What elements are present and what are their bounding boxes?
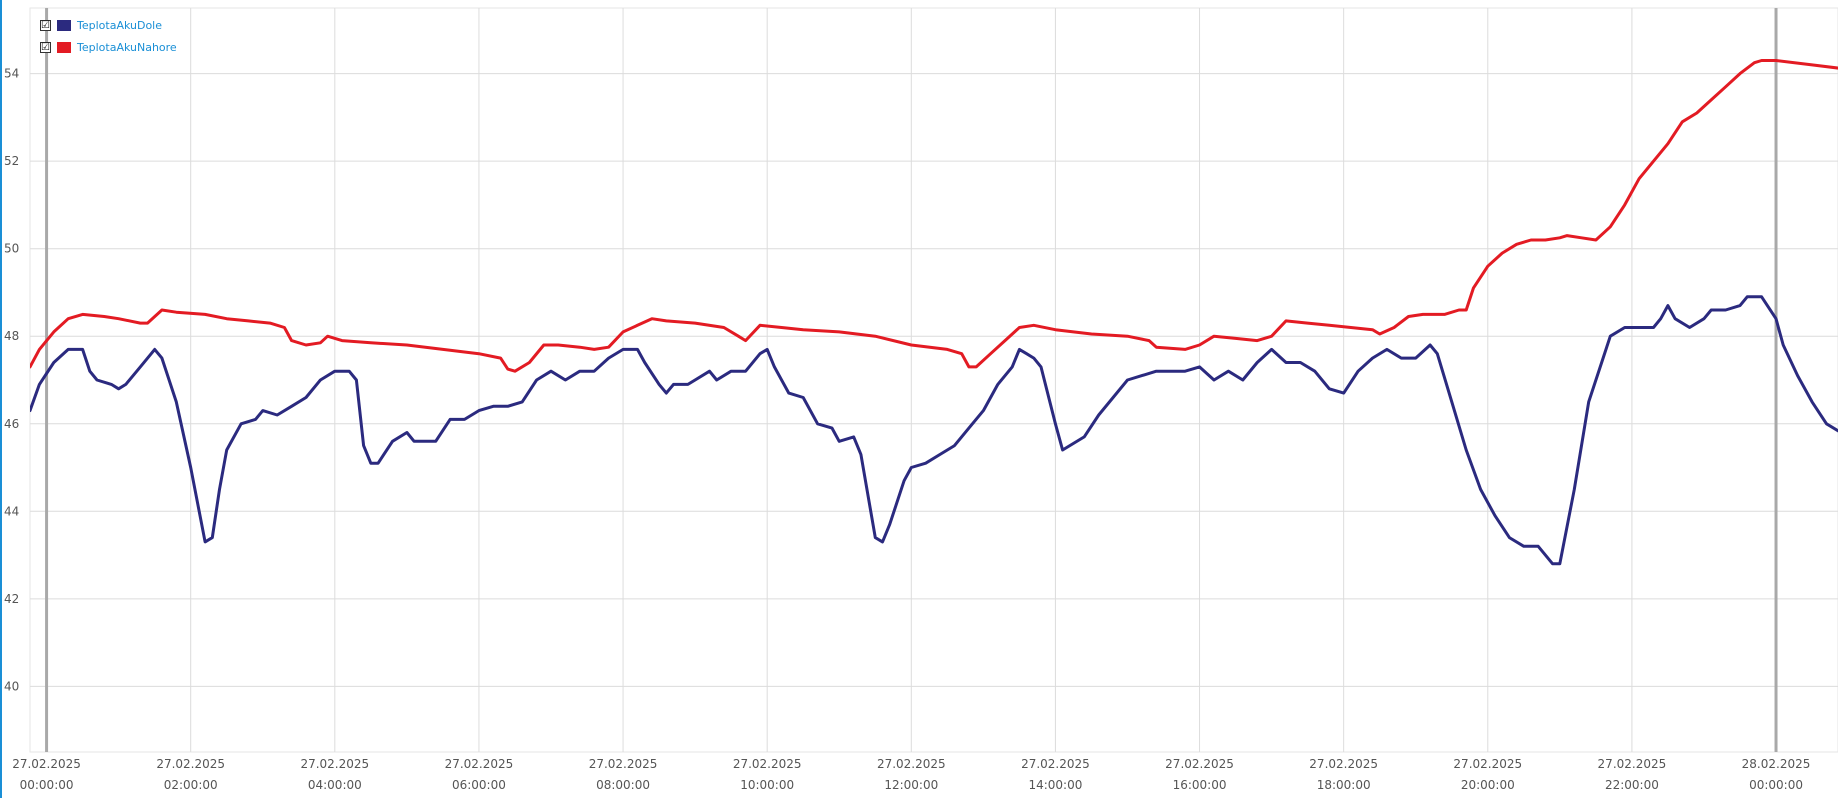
- y-tick-label: 50: [4, 242, 19, 256]
- x-tick-time: 04:00:00: [308, 778, 362, 792]
- series-line-teplotaakunahore: [30, 59, 1838, 373]
- x-tick-date: 27.02.2025: [1598, 757, 1667, 771]
- y-axis: 40 42 44 46 48 50 52 54: [4, 67, 19, 694]
- y-tick-label: 44: [4, 504, 19, 518]
- x-tick-label: 27.02.2025 16:00:00: [1165, 757, 1234, 792]
- x-tick-date: 27.02.2025: [1021, 757, 1090, 771]
- x-tick-label: 27.02.2025 12:00:00: [877, 757, 946, 792]
- x-tick-time: 18:00:00: [1317, 778, 1371, 792]
- legend-item-teplotaakunahore[interactable]: ☑ TeplotaAkuNahore: [40, 36, 177, 58]
- x-tick-date: 27.02.2025: [156, 757, 225, 771]
- x-tick-label: 27.02.2025 06:00:00: [445, 757, 514, 792]
- x-tick-date: 27.02.2025: [1309, 757, 1378, 771]
- x-tick-label: 27.02.2025 14:00:00: [1021, 757, 1090, 792]
- x-tick-label: 27.02.2025 02:00:00: [156, 757, 225, 792]
- checkbox-checked-icon[interactable]: ☑: [40, 41, 51, 53]
- x-tick-label: 27.02.2025 00:00:00: [12, 757, 81, 792]
- x-tick-time: 22:00:00: [1605, 778, 1659, 792]
- x-tick-time: 02:00:00: [164, 778, 218, 792]
- y-tick-label: 40: [4, 679, 19, 693]
- y-tick-label: 54: [4, 67, 19, 81]
- x-tick-time: 00:00:00: [20, 778, 74, 792]
- x-tick-date: 27.02.2025: [300, 757, 369, 771]
- x-tick-date: 27.02.2025: [733, 757, 802, 771]
- x-tick-time: 14:00:00: [1028, 778, 1082, 792]
- x-tick-label: 27.02.2025 18:00:00: [1309, 757, 1378, 792]
- x-tick-label: 27.02.2025 10:00:00: [733, 757, 802, 792]
- x-tick-label: 27.02.2025 04:00:00: [300, 757, 369, 792]
- range-markers: [45, 8, 1778, 752]
- x-tick-date: 27.02.2025: [1165, 757, 1234, 771]
- plot-area: [29, 7, 1838, 753]
- plot-frame: [29, 7, 1838, 753]
- left-edge-accent: [0, 0, 2, 798]
- x-tick-time: 12:00:00: [884, 778, 938, 792]
- x-tick-label: 27.02.2025 22:00:00: [1598, 757, 1667, 792]
- series-swatch: [57, 19, 71, 31]
- x-tick-time: 10:00:00: [740, 778, 794, 792]
- y-tick-label: 46: [4, 417, 19, 431]
- x-tick-date: 27.02.2025: [445, 757, 514, 771]
- x-tick-date: 27.02.2025: [12, 757, 81, 771]
- y-tick-label: 42: [4, 592, 19, 606]
- checkbox-checked-icon[interactable]: ☑: [40, 19, 51, 31]
- x-tick-date: 27.02.2025: [589, 757, 658, 771]
- x-axis: 27.02.202500:00:0027.02.202502:00:0027.0…: [12, 757, 1810, 792]
- series-lines: [30, 59, 1838, 566]
- y-tick-label: 52: [4, 154, 19, 168]
- x-tick-time: 00:00:00: [1749, 778, 1803, 792]
- x-tick-label: 27.02.2025 08:00:00: [589, 757, 658, 792]
- legend-label[interactable]: TeplotaAkuDole: [77, 18, 162, 32]
- series-line-teplotaakudole: [30, 295, 1838, 566]
- legend: ☑ TeplotaAkuDole ☑ TeplotaAkuNahore: [40, 14, 177, 58]
- legend-label[interactable]: TeplotaAkuNahore: [77, 40, 177, 54]
- y-tick-label: 48: [4, 329, 19, 343]
- x-tick-label: 27.02.2025 20:00:00: [1453, 757, 1522, 792]
- legend-item-teplotaakudole[interactable]: ☑ TeplotaAkuDole: [40, 14, 177, 36]
- x-tick-time: 16:00:00: [1173, 778, 1227, 792]
- x-tick-label: 28.02.2025 00:00:00: [1742, 757, 1811, 792]
- x-tick-date: 28.02.2025: [1742, 757, 1811, 771]
- x-tick-time: 08:00:00: [596, 778, 650, 792]
- x-tick-date: 27.02.2025: [1453, 757, 1522, 771]
- x-tick-time: 20:00:00: [1461, 778, 1515, 792]
- series-swatch: [57, 41, 71, 53]
- x-tick-time: 06:00:00: [452, 778, 506, 792]
- x-tick-date: 27.02.2025: [877, 757, 946, 771]
